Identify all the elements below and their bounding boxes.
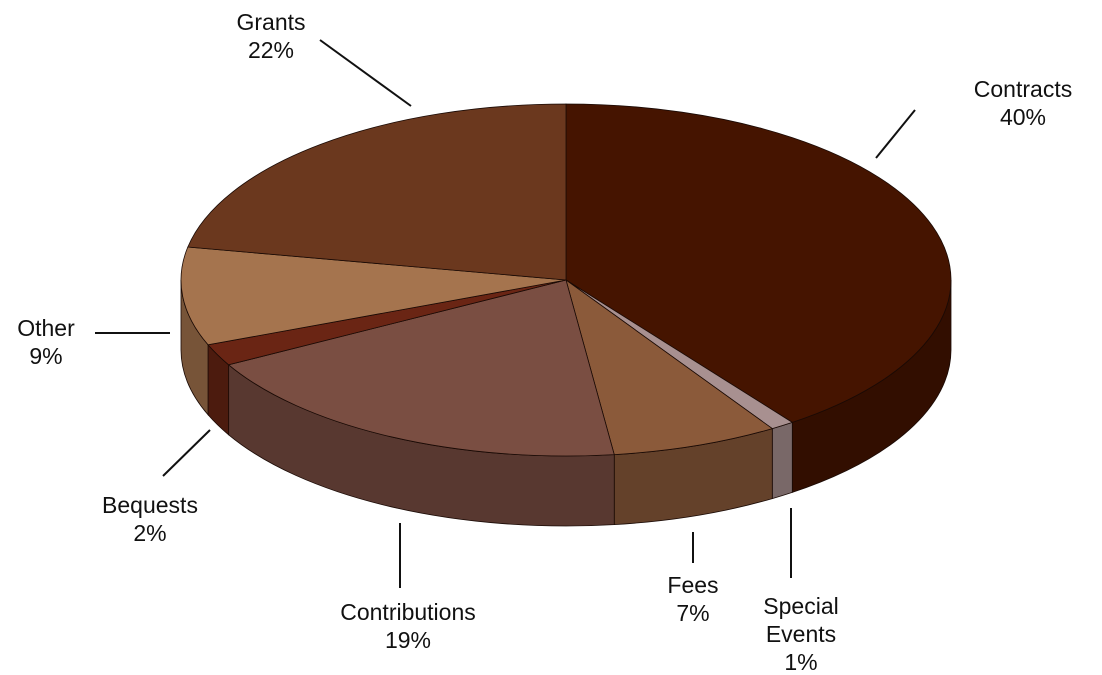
slice-percent: 2% bbox=[133, 520, 166, 546]
slice-percent: 22% bbox=[248, 37, 294, 63]
slice-name: Contracts bbox=[974, 76, 1072, 102]
pie-top-faces bbox=[180, 103, 952, 457]
slice-name: Events bbox=[766, 621, 836, 647]
pie-slice-contributions bbox=[227, 279, 615, 457]
slice-name: Bequests bbox=[102, 492, 198, 518]
leader-line-bequests bbox=[162, 429, 211, 477]
slice-name: Special bbox=[763, 593, 838, 619]
pie-slice-grants bbox=[187, 103, 567, 281]
slice-label-contracts: Contracts 40% bbox=[974, 76, 1072, 130]
pie-slice-other bbox=[180, 246, 567, 346]
slice-percent: 19% bbox=[385, 627, 431, 653]
slice-label-bequests: Bequests 2% bbox=[102, 492, 198, 546]
slice-label-fees: Fees 7% bbox=[667, 572, 718, 626]
slice-label-special-events: Special Events 1% bbox=[763, 593, 838, 675]
slice-name: Other bbox=[17, 315, 75, 341]
slice-name: Contributions bbox=[340, 599, 476, 625]
slice-percent: 7% bbox=[676, 600, 709, 626]
pie-side-special-events bbox=[771, 421, 793, 500]
leader-line-contracts bbox=[875, 109, 916, 159]
pie-slice-fees bbox=[565, 279, 774, 456]
slice-percent: 40% bbox=[1000, 104, 1046, 130]
slice-name: Fees bbox=[667, 572, 718, 598]
slice-label-other: Other 9% bbox=[17, 315, 75, 369]
leader-lines bbox=[95, 39, 916, 588]
slice-percent: 9% bbox=[29, 343, 62, 369]
slice-labels: Contracts 40% Special Events 1% Fees 7% Contrib… bbox=[17, 9, 1072, 675]
slice-name: Grants bbox=[236, 9, 305, 35]
leader-line-grants bbox=[319, 39, 412, 107]
pie-slice-contracts bbox=[565, 103, 952, 423]
slice-label-grants: Grants 22% bbox=[236, 9, 305, 63]
slice-label-contributions: Contributions 19% bbox=[340, 599, 476, 653]
slice-percent: 1% bbox=[784, 649, 817, 675]
pie-sides bbox=[180, 279, 952, 527]
